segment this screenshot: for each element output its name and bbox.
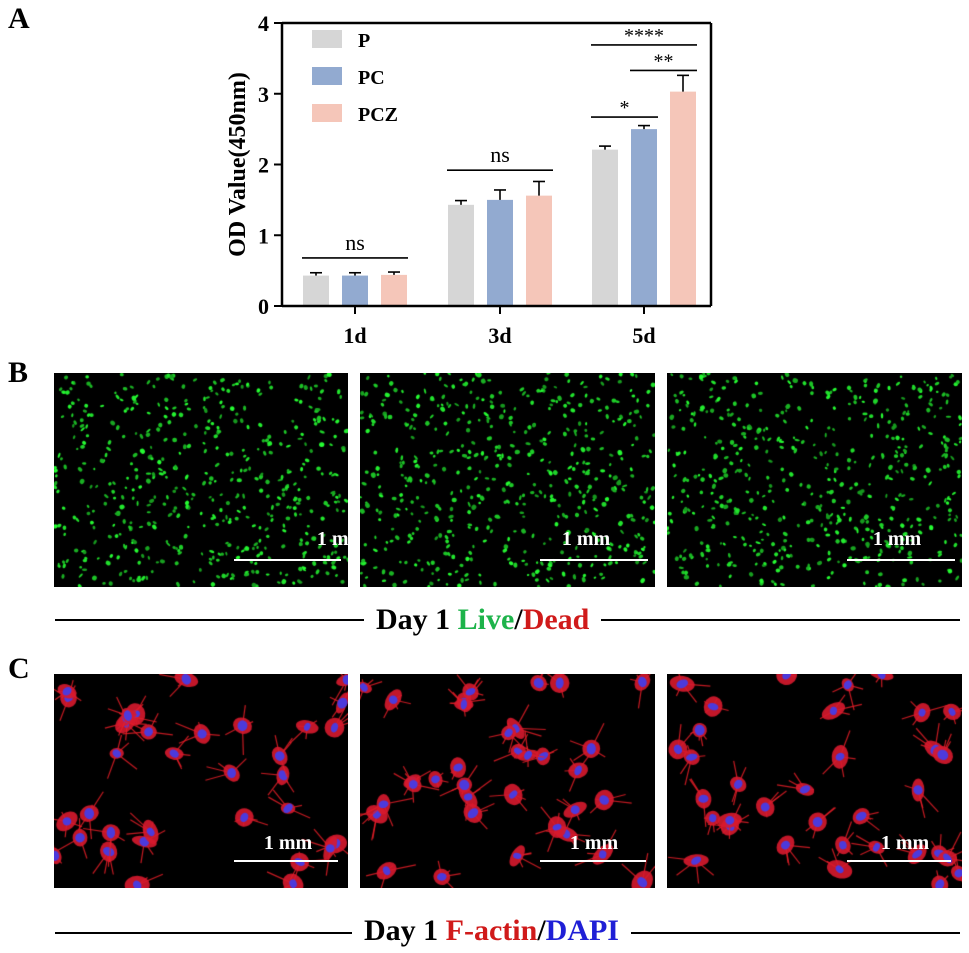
caption-factin: F-actin <box>445 914 538 947</box>
caption-live: Live <box>457 603 515 636</box>
caption-slash: / <box>514 603 523 636</box>
scale-bar <box>540 860 646 862</box>
significance-label: **** <box>624 25 664 47</box>
stained-cells-canvas <box>360 674 655 888</box>
factin-dapi-image-p: 1 mm <box>54 674 348 888</box>
live-dead-image-pc: 1 mm <box>360 373 655 587</box>
scale-bar <box>540 559 648 561</box>
scale-bar-label: 1 mm <box>263 832 313 854</box>
scale-bar <box>234 860 338 862</box>
significance-label: ** <box>654 50 674 72</box>
scale-bar <box>847 860 951 862</box>
scale-bar <box>847 559 955 561</box>
bar <box>487 199 513 306</box>
x-tick-label: 1d <box>343 323 366 348</box>
stained-cells-canvas <box>54 674 348 888</box>
y-tick-label: 1 <box>258 223 269 248</box>
legend-label: P <box>358 30 370 52</box>
caption-prefix: Day 1 <box>364 914 446 947</box>
live-dead-image-p: 1 mm <box>54 373 348 587</box>
scale-bar-label: 1 mm <box>316 528 348 550</box>
caption-slash: / <box>537 914 546 947</box>
y-axis-label: OD Value(450nm) <box>225 72 251 257</box>
live-dead-caption: Day 1 Live/Dead <box>364 603 602 637</box>
bar <box>303 275 329 306</box>
y-tick-label: 3 <box>258 82 269 107</box>
legend-label: PC <box>358 67 385 89</box>
caption-prefix: Day 1 <box>376 603 458 636</box>
significance-label: ns <box>490 142 510 167</box>
bar <box>381 274 407 306</box>
legend-swatch <box>312 104 342 122</box>
live-cells-canvas <box>54 373 348 587</box>
panel-label-a: A <box>8 2 30 35</box>
bar <box>592 149 618 306</box>
scale-bar-label: 1 mm <box>561 528 611 550</box>
significance-label: ns <box>345 230 365 255</box>
factin-dapi-image-pc: 1 mm <box>360 674 655 888</box>
scale-bar-label: 1 mm <box>880 832 930 854</box>
scale-bar <box>234 559 341 561</box>
bar <box>631 129 657 306</box>
legend-swatch <box>312 67 342 85</box>
y-tick-label: 2 <box>258 153 269 178</box>
bar <box>670 91 696 306</box>
y-tick-label: 4 <box>258 11 269 36</box>
y-tick-label: 0 <box>258 294 269 319</box>
caption-dapi: DAPI <box>545 914 619 947</box>
live-cells-canvas <box>360 373 655 587</box>
scale-bar-label: 1 mm <box>872 528 922 550</box>
stained-cells-canvas <box>667 674 962 888</box>
scale-bar-label: 1 mm <box>569 832 619 854</box>
x-tick-label: 3d <box>488 323 511 348</box>
x-tick-label: 5d <box>632 323 655 348</box>
caption-dead: Dead <box>522 603 590 636</box>
factin-dapi-caption: Day 1 F-actin/DAPI <box>352 914 631 948</box>
bar <box>526 195 552 306</box>
panel-label-b: B <box>8 356 29 389</box>
live-cells-canvas <box>667 373 962 587</box>
legend-label: PCZ <box>358 104 398 126</box>
bar <box>342 275 368 306</box>
legend-swatch <box>312 30 342 48</box>
live-dead-image-pcz: 1 mm <box>667 373 962 587</box>
bar <box>448 204 474 306</box>
factin-dapi-image-pcz: 1 mm <box>667 674 962 888</box>
panel-label-c: C <box>8 652 30 685</box>
significance-label: * <box>620 97 630 119</box>
